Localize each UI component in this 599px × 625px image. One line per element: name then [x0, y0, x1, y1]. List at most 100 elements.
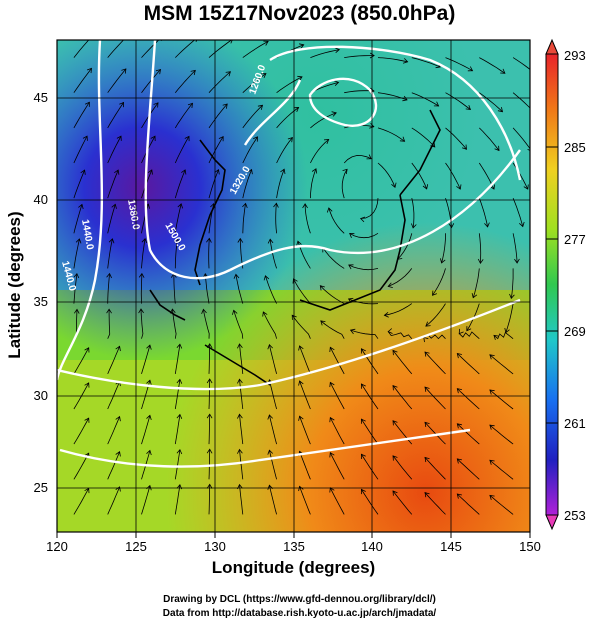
streamline	[320, 320, 345, 339]
streamline	[392, 385, 413, 410]
streamline-arrowhead	[73, 308, 80, 314]
streamline-arrowhead	[84, 101, 90, 107]
coastlines	[149, 109, 441, 386]
streamline-arrowhead	[489, 494, 495, 501]
streamline-arrowhead	[489, 354, 495, 360]
streamline	[344, 55, 375, 58]
streamline	[269, 450, 277, 480]
streamline	[174, 238, 178, 269]
streamline	[445, 127, 467, 150]
streamline	[457, 458, 480, 480]
streamline	[107, 451, 120, 480]
streamline-arrowhead	[424, 492, 430, 498]
colorbar-label: 285	[564, 140, 586, 155]
colorbar-gradient	[545, 53, 559, 516]
streamline	[73, 488, 90, 515]
streamline-arrowhead	[237, 483, 243, 490]
streamline	[73, 169, 85, 199]
streamline-arrowhead	[329, 346, 335, 353]
streamline-arrowhead	[329, 416, 335, 423]
streamline	[73, 347, 90, 375]
streamline-arrowhead	[206, 237, 212, 243]
streamline	[265, 275, 277, 304]
streamline	[140, 308, 144, 339]
streamline-arrowhead	[206, 378, 213, 384]
streamline	[203, 309, 210, 339]
streamline	[441, 233, 446, 263]
streamline-arrowhead	[267, 414, 273, 420]
streamline-arrowhead	[424, 386, 430, 392]
streamline	[239, 414, 244, 445]
credit-drawing: Drawing by DCL (https://www.gfd-dennou.o…	[163, 594, 436, 605]
streamline	[141, 69, 161, 93]
streamline	[107, 68, 127, 93]
streamline-arrowhead	[369, 52, 375, 59]
streamline-arrowhead	[424, 421, 430, 427]
streamline-arrowhead	[527, 149, 530, 151]
streamline-arrowhead	[497, 107, 504, 113]
streamline-arrowhead	[448, 223, 455, 229]
streamline-arrowhead	[174, 237, 180, 243]
streamline-arrowhead	[155, 68, 162, 75]
streamline-arrowhead	[225, 71, 231, 77]
streamline-arrowhead	[366, 154, 372, 160]
streamline-arrowhead	[237, 378, 243, 384]
streamline	[208, 103, 228, 129]
streamline	[107, 416, 120, 445]
streamline	[310, 49, 340, 58]
x-tick-label: 125	[125, 539, 147, 554]
streamline-arrowhead	[471, 293, 478, 299]
x-tick-label: 120	[46, 539, 68, 554]
streamline	[299, 345, 311, 375]
streamline	[458, 331, 480, 339]
streamline-arrowhead	[84, 347, 90, 353]
streamline	[239, 484, 244, 515]
colorbar-label: 269	[564, 324, 586, 339]
streamline-arrowhead	[233, 273, 240, 279]
streamline	[208, 484, 211, 515]
streamline	[174, 449, 181, 480]
streamline	[304, 203, 311, 234]
streamline-arrowhead	[456, 423, 462, 429]
streamline	[361, 454, 379, 480]
streamline-arrowhead	[206, 413, 213, 419]
streamline	[377, 127, 405, 142]
streamline	[239, 379, 244, 410]
streamline-arrowhead	[257, 104, 264, 110]
streamline	[457, 388, 480, 410]
streamline-arrowhead	[456, 352, 462, 359]
streamline-arrowhead	[424, 351, 430, 357]
streamline	[239, 343, 244, 374]
streamline-arrowhead	[291, 314, 297, 320]
streamline-arrowhead	[361, 488, 366, 495]
colorbar-bottom-arrow	[545, 514, 559, 531]
streamline-arrowhead	[267, 238, 274, 244]
streamline-arrowhead	[298, 380, 304, 386]
streamline-arrowhead	[466, 326, 472, 332]
streamline	[242, 41, 269, 58]
streamline-arrowhead	[114, 169, 120, 175]
streamline	[512, 92, 530, 109]
streamline	[140, 273, 143, 304]
streamline	[141, 344, 151, 375]
streamline-arrowhead	[392, 349, 398, 356]
streamline-arrowhead	[146, 379, 152, 385]
streamline	[269, 239, 277, 269]
streamline	[173, 273, 176, 304]
streamline	[512, 233, 518, 264]
streamline-arrowhead	[399, 136, 406, 142]
streamline	[269, 414, 277, 445]
streamline	[107, 309, 111, 339]
streamline-arrowhead	[232, 309, 238, 315]
streamline-arrowhead	[432, 290, 438, 296]
streamline-arrowhead	[146, 449, 152, 456]
streamline	[489, 389, 514, 410]
streamline	[299, 416, 311, 445]
streamline-arrowhead	[181, 169, 187, 175]
streamline-arrowhead	[176, 413, 183, 419]
streamline-arrowhead	[361, 383, 366, 389]
y-tick-label: 35	[34, 294, 48, 309]
streamline	[141, 40, 160, 58]
streamline-arrowhead	[218, 135, 224, 142]
streamline	[329, 347, 345, 375]
